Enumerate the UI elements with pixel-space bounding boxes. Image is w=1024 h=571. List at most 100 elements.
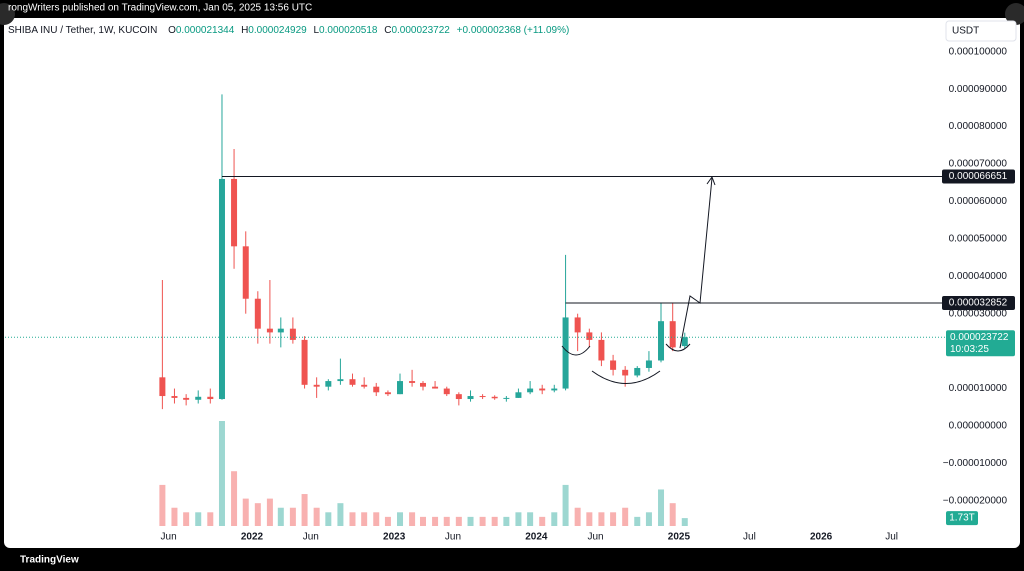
close-icon[interactable] [1005,3,1024,25]
volume-bar [551,512,558,526]
volume-bar [574,507,581,526]
candle-body [622,369,629,376]
last-price-label: 0.000023722 [950,332,1009,343]
volume-bar [242,498,249,526]
x-tick-label: Jun [588,532,604,543]
volume-bar [373,512,380,526]
publish-info: rongWriters published on TradingView.com… [8,3,312,14]
volume-bar [277,507,284,526]
candle-body [598,339,605,361]
candle-body [337,379,344,382]
candle-body [195,396,202,400]
candle-body [503,397,510,399]
candle-body [574,317,581,333]
candle-body [539,388,546,391]
candle-body [443,388,450,395]
candle-body [373,386,380,393]
volume-bar [598,512,605,526]
volume-bar [409,512,416,526]
volume-bar [586,512,593,526]
candle-body [159,377,166,397]
candle-body [419,382,426,387]
candle-body [171,396,178,398]
volume-label-box [946,511,978,526]
volume-bar [455,516,462,526]
x-tick-label: 2023 [383,532,406,543]
ohlc-value: 0.000020518 [319,25,378,36]
candle-body [313,384,320,387]
candle-body [515,392,522,398]
candle-body [658,321,665,361]
y-tick-label: 0.000000000 [949,421,1008,432]
candle-body [669,321,676,348]
price-label-box [942,169,1015,184]
volume-bar [397,512,404,526]
candle-body [645,360,652,368]
candle-body [586,332,593,340]
volume-bar [231,471,238,526]
volume-bar [658,489,665,526]
volume-bar [183,512,190,526]
volume-bar [419,516,426,526]
volume-bar [669,503,676,526]
candle-body [551,388,558,391]
candle-body [277,328,284,333]
candle-body [409,381,416,383]
x-tick-label: 2022 [241,532,264,543]
volume-bar [515,512,522,526]
symbol: SHIBA INU / Tether, 1W, KUCOIN [8,25,157,36]
candle-body [231,178,238,247]
y-tick-label: 0.000060000 [949,196,1008,207]
currency: USDT [952,26,979,37]
volume-bar [622,507,629,526]
close-icon[interactable] [0,3,15,25]
volume-bar [207,512,214,526]
candle-body [325,381,332,387]
arrow-head [706,175,716,186]
price-label-box [942,296,1015,311]
volume-bar [254,503,261,526]
x-tick-label: Jun [303,532,319,543]
candle-body [266,328,273,333]
volume-bar [349,512,356,526]
volume-bar [171,507,178,526]
volume-bar [645,512,652,526]
candle-body [562,317,569,389]
price-label: 0.000066651 [949,171,1008,182]
volume-bar [289,507,296,526]
candle-body [610,360,617,370]
candle-body [361,384,368,387]
candle-body [242,246,249,299]
ohlc-value: 0.000021344 [176,25,235,36]
volume-bar [634,516,641,526]
last-price-box [946,330,1015,357]
ohlc-value: 0.000023722 [391,25,450,36]
chart-panel [4,18,1020,548]
cup-arc [561,345,591,356]
x-tick-label: 2026 [810,532,833,543]
volume-bar [159,484,166,526]
volume-bar [539,516,546,526]
y-tick-label: 0.000040000 [949,271,1008,282]
volume-bar [562,484,569,526]
candle-body [527,388,534,393]
candle-body [467,396,474,400]
cup-arc [591,370,661,384]
volume-bar [681,518,688,526]
plot [5,94,945,526]
candle-body [349,379,356,385]
x-tick-label: 2025 [668,532,691,543]
volume-bar [527,512,534,526]
y-tick-label: −0.000010000 [943,458,1008,469]
candle-body [207,396,214,400]
volume-label: 1.73T [949,513,975,524]
volume-bar [266,498,273,526]
currency-button[interactable] [945,20,1017,42]
legend: SHIBA INU / Tether, 1W, KUCOIN O0.000021… [8,25,569,36]
x-tick-label: 2024 [525,532,548,543]
volume-bar [443,516,450,526]
y-tick-label: 0.000010000 [949,383,1008,394]
candle-body [301,339,308,385]
y-tick-label: 0.000100000 [949,46,1008,57]
